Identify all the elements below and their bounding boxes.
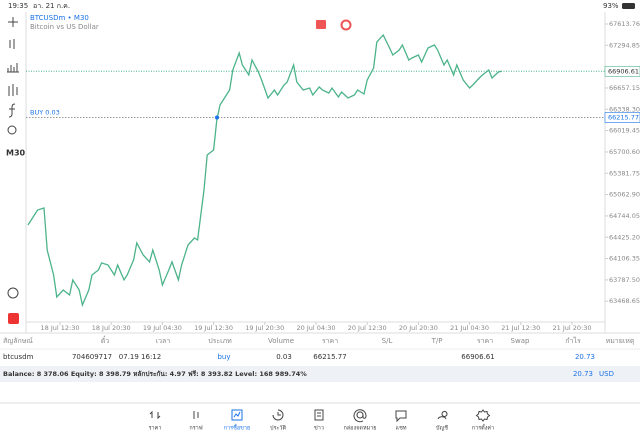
nav-icon[interactable] <box>149 410 161 420</box>
x-tick-label: 20 Jul 12:30 <box>348 324 387 332</box>
x-tick-label: 19 Jul 12:30 <box>194 324 233 332</box>
nav-icon[interactable] <box>475 409 491 422</box>
column-header: หมายเหตุ <box>606 337 635 345</box>
status-time: 19:35 <box>8 2 28 10</box>
y-tick-label: 67613.76 <box>609 20 640 28</box>
indicators-icon <box>7 63 19 73</box>
cell-current-price[interactable]: 66906.61 <box>461 353 494 361</box>
cell-ticket[interactable]: 704609717 <box>72 353 112 361</box>
column-header: ราคา <box>477 337 493 345</box>
y-tick-label: 64744.05 <box>609 212 640 220</box>
y-tick-label: 64425.20 <box>609 233 640 241</box>
y-tick-label: 65062.90 <box>609 191 640 199</box>
balance-bar <box>0 366 640 382</box>
position-price: 66215.77 <box>608 113 639 121</box>
crosshair-icon <box>8 17 18 27</box>
x-tick-label: 18 Jul 20:30 <box>92 324 131 332</box>
cell-type[interactable]: buy <box>217 353 230 361</box>
column-header: ราคา <box>322 337 338 345</box>
one-click-icon[interactable] <box>316 20 326 29</box>
y-tick-label: 67294.85 <box>609 41 640 49</box>
status-battery: 93% <box>603 2 619 10</box>
x-tick-label: 19 Jul 20:30 <box>245 324 284 332</box>
status-date: อา. 21 ก.ค. <box>33 2 70 10</box>
x-tick-label: 21 Jul 20:30 <box>553 324 592 332</box>
y-tick-label: 65381.75 <box>609 169 640 177</box>
nav-label[interactable]: การซื้อขาย <box>224 424 250 432</box>
y-tick-label: 66657.15 <box>609 84 640 92</box>
cell-volume[interactable]: 0.03 <box>276 353 292 361</box>
objects-icon <box>7 125 17 135</box>
cell-time[interactable]: 07.19 16:12 <box>119 353 161 361</box>
position-label: BUY 0.03 <box>30 108 60 116</box>
nav-label[interactable]: บัญชี <box>436 425 448 432</box>
current-price: 66906.61 <box>608 67 639 75</box>
function-icon <box>8 103 16 118</box>
x-tick-label: 18 Jul 12:30 <box>41 324 80 332</box>
y-tick-label: 66338.30 <box>609 105 640 113</box>
nav-icon[interactable] <box>231 409 243 421</box>
zoom-icon <box>7 287 19 299</box>
column-header: กำไร <box>565 336 581 345</box>
nav-label[interactable]: กราฟ <box>189 425 202 432</box>
x-tick-label: 20 Jul 20:30 <box>399 324 438 332</box>
cell-symbol[interactable]: btcusdm <box>3 353 34 361</box>
nav-icon[interactable] <box>395 410 407 423</box>
candles-icon <box>9 39 15 49</box>
x-tick-label: 21 Jul 12:30 <box>501 324 540 332</box>
balance-text: Balance: 8 378.06 Equity: 8 398.79 หลักป… <box>3 370 307 378</box>
trade-icon[interactable] <box>8 313 19 324</box>
position-price-box <box>604 112 640 123</box>
column-header: สัญลักษณ์ <box>3 337 33 345</box>
x-tick-label: 20 Jul 04:30 <box>297 324 336 332</box>
battery-icon <box>622 3 635 9</box>
nav-icon[interactable] <box>272 409 284 421</box>
y-tick-label: 65700.60 <box>609 148 640 156</box>
nav-label[interactable]: การตั้งค่า <box>472 424 494 432</box>
nav-label[interactable]: ราคา <box>149 426 162 432</box>
positions-table: สัญลักษณ์ ตั๋ว เวลา ประเภท Volume ราคา S/L T/P ร… <box>0 336 640 361</box>
nav-label[interactable]: แชท <box>396 425 407 432</box>
cell-open-price[interactable]: 66215.77 <box>313 353 346 361</box>
bars-icon <box>8 84 18 96</box>
column-header: S/L <box>382 337 393 345</box>
nav-icon[interactable] <box>353 409 367 423</box>
nav-label[interactable]: กล่องจดหมาย <box>343 426 376 432</box>
current-price-box <box>604 65 640 77</box>
column-header: Volume <box>268 337 294 345</box>
column-header: T/P <box>431 337 443 345</box>
balance-profit: 20.73 <box>573 370 593 378</box>
nav-label[interactable]: ข่าว <box>314 426 324 432</box>
nav-icon[interactable] <box>314 409 324 421</box>
nav-icon[interactable] <box>437 410 448 420</box>
column-header: เวลา <box>156 337 171 345</box>
y-tick-label: 63787.50 <box>609 276 640 284</box>
column-header: ตั๋ว <box>101 336 110 345</box>
nav-label[interactable]: ประวัติ <box>270 425 286 432</box>
chart-title: BTCUSDm • M30 <box>30 14 89 22</box>
cell-profit[interactable]: 20.73 <box>575 353 595 361</box>
y-tick-label: 64106.35 <box>609 255 640 263</box>
column-header: ประเภท <box>208 337 232 345</box>
y-tick-label: 66019.45 <box>609 127 640 135</box>
nav-icon[interactable] <box>193 411 199 419</box>
column-header: Swap <box>511 337 530 345</box>
y-tick-label: 63468.65 <box>609 297 640 305</box>
left-toolbar <box>7 17 19 299</box>
timeframe[interactable]: M30 <box>6 149 26 158</box>
bottom-nav: ราคา กราฟ การซื้อขาย ประวัติ ข่าว กล่องจดหมาย… <box>149 409 494 432</box>
chart-subtitle: Bitcoin vs US Dollar <box>30 23 99 31</box>
price-line <box>27 33 502 308</box>
account-icon[interactable] <box>340 19 352 31</box>
entry-dot <box>215 115 219 120</box>
x-tick-label: 19 Jul 04:30 <box>143 324 182 332</box>
chart: 67613.76 67294.85 66657.15 66338.30 66019.45… <box>26 20 640 332</box>
balance-currency: USD <box>599 370 614 378</box>
x-tick-label: 21 Jul 04:30 <box>450 324 489 332</box>
